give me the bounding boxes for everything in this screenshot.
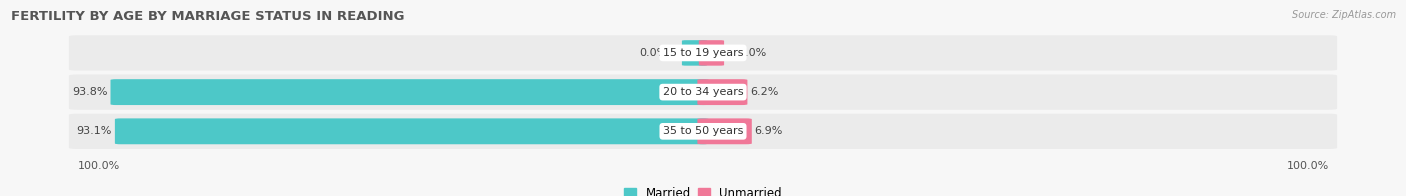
Text: 20 to 34 years: 20 to 34 years [662,87,744,97]
Text: 93.1%: 93.1% [77,126,112,136]
Text: 6.9%: 6.9% [755,126,783,136]
FancyBboxPatch shape [697,118,752,144]
Text: 35 to 50 years: 35 to 50 years [662,126,744,136]
Text: 0.0%: 0.0% [640,48,668,58]
Text: 100.0%: 100.0% [1286,161,1329,171]
Text: 6.2%: 6.2% [751,87,779,97]
Text: 93.8%: 93.8% [72,87,108,97]
Text: 15 to 19 years: 15 to 19 years [662,48,744,58]
FancyBboxPatch shape [115,118,709,144]
FancyBboxPatch shape [682,40,707,66]
FancyBboxPatch shape [699,40,724,66]
Legend: Married, Unmarried: Married, Unmarried [624,187,782,196]
Text: Source: ZipAtlas.com: Source: ZipAtlas.com [1292,10,1396,20]
FancyBboxPatch shape [111,79,709,105]
Text: 100.0%: 100.0% [77,161,120,171]
FancyBboxPatch shape [697,79,748,105]
FancyBboxPatch shape [69,74,1337,110]
Text: FERTILITY BY AGE BY MARRIAGE STATUS IN READING: FERTILITY BY AGE BY MARRIAGE STATUS IN R… [11,10,405,23]
FancyBboxPatch shape [69,35,1337,71]
Text: 0.0%: 0.0% [738,48,766,58]
FancyBboxPatch shape [69,114,1337,149]
